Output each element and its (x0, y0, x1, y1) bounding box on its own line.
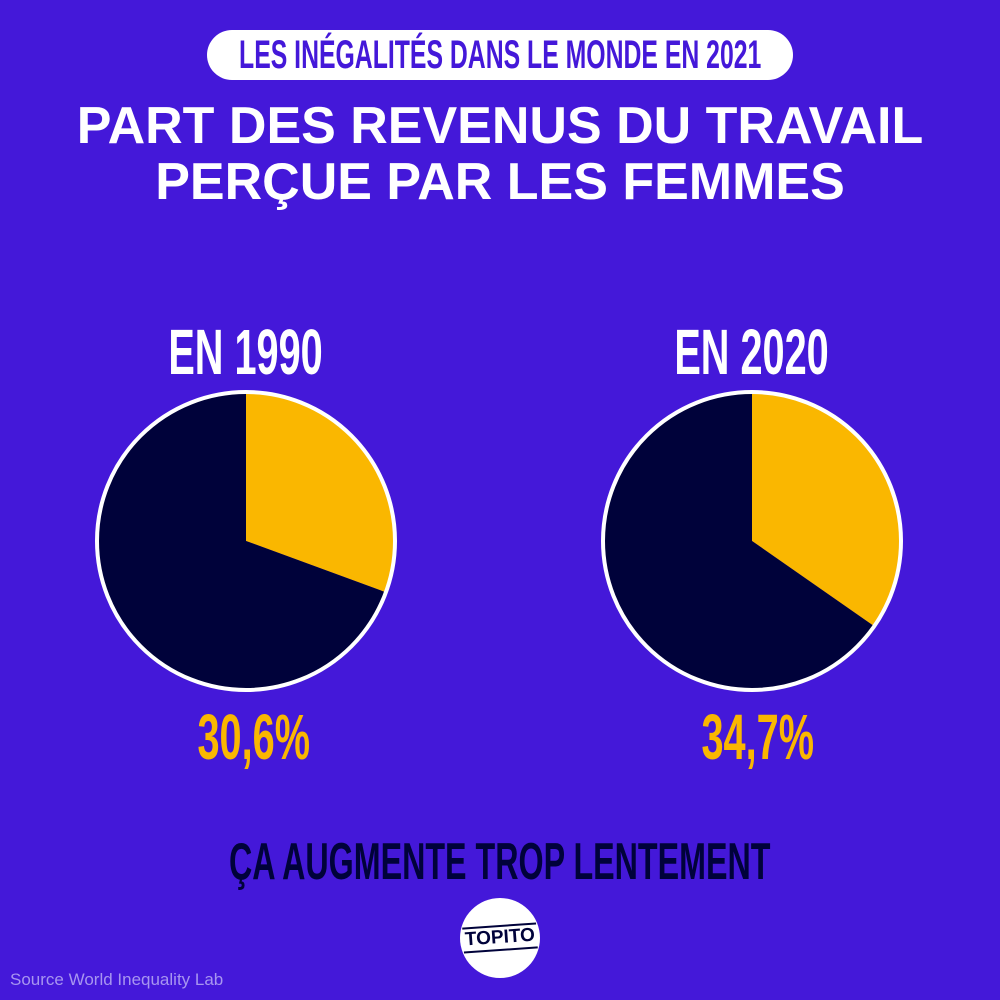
pie-1-outline (601, 390, 903, 692)
pie-0-outline (95, 390, 397, 692)
topito-logo: TOPITO (460, 898, 540, 978)
pie-1-slice-0 (752, 392, 901, 627)
tagline: ÇA AUGMENTE TROP LENTEMENT (229, 833, 771, 891)
title-line-2: PERÇUE PAR LES FEMMES (155, 153, 845, 211)
page-title: PART DES REVENUS DU TRAVAIL PERÇUE PAR L… (0, 98, 1000, 210)
pie-title-2020: EN 2020 (674, 316, 830, 388)
kicker-text: LES INÉGALITÉS DANS LE MONDE EN 2021 (238, 32, 762, 77)
pie-title-1990: EN 1990 (168, 316, 324, 388)
kicker-badge: LES INÉGALITÉS DANS LE MONDE EN 2021 (207, 30, 793, 80)
source-text: Source World Inequality Lab (10, 970, 224, 989)
pie-1-slice-1 (602, 392, 875, 691)
pie-0-slice-0 (246, 392, 396, 593)
pie-0-slice-1 (97, 392, 386, 690)
title-line-1: PART DES REVENUS DU TRAVAIL (76, 97, 924, 155)
pie-label-2020: 34,7% (701, 701, 815, 773)
pie-label-1990: 30,6% (197, 701, 311, 773)
